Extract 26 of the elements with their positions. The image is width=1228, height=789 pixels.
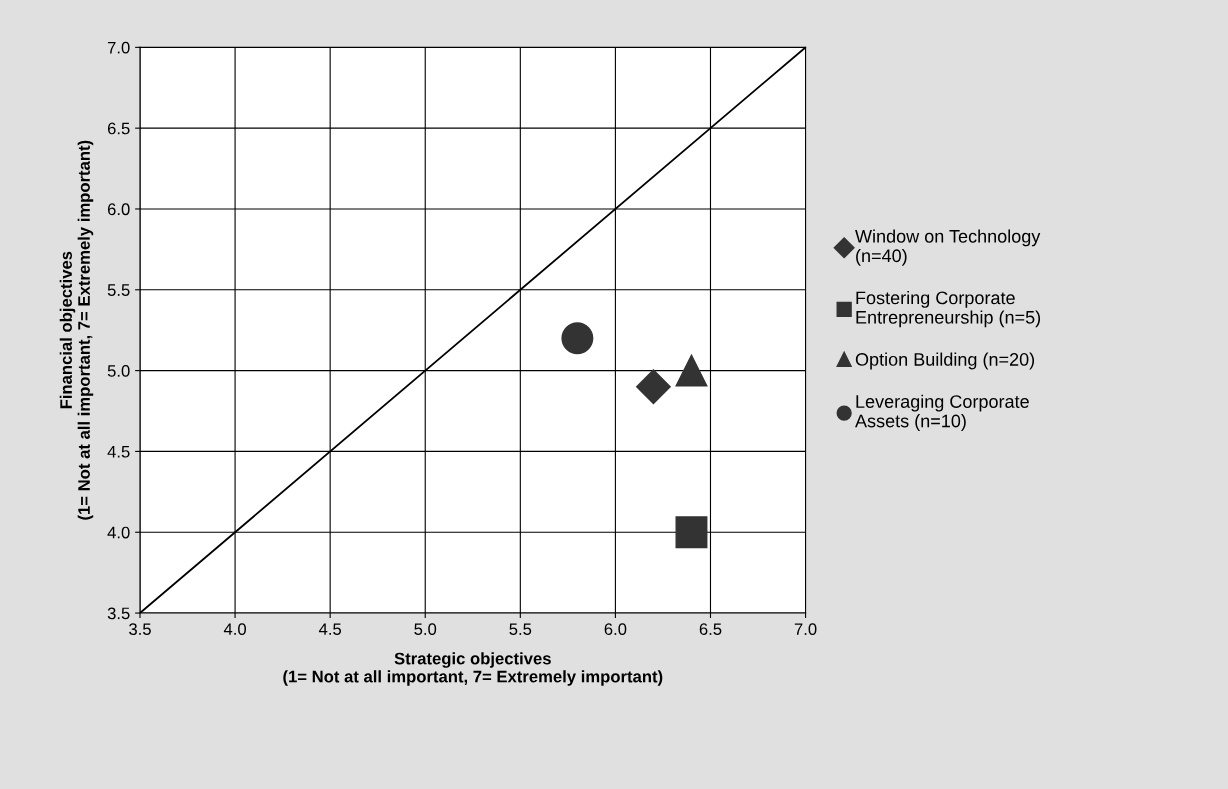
x-tick-label: 4.5 [318, 623, 342, 636]
y-tick-label: 6.5 [107, 122, 130, 135]
point [636, 369, 671, 405]
x-tick-label: 7.0 [794, 623, 817, 636]
y-tick-label: 5.5 [107, 284, 130, 296]
x-tick-label: 5.5 [509, 623, 532, 636]
point [675, 516, 708, 549]
y-tick-label: 4.5 [107, 445, 130, 458]
y-tick-label: 5.0 [107, 365, 130, 377]
x-tick-label: 6.0 [604, 623, 627, 636]
x-tick-label: 3.5 [129, 623, 151, 636]
legend-label: Window on Technology (n=40) [855, 229, 1041, 266]
point [675, 354, 708, 387]
y-tick-label: 7.0 [107, 41, 130, 54]
legend-label: Fostering Corporate Entrepreneurship (n=5) [856, 291, 1041, 328]
legend-label: Option Building (n=20) [855, 352, 1035, 370]
x-axis-title: Strategic objectives (1= Not at all important, 7= Extremely important) [283, 652, 663, 686]
point [561, 322, 594, 355]
x-tick-label: 4.0 [223, 623, 247, 636]
y-tick-label: 4.0 [107, 526, 130, 539]
y-tick-label: 6.0 [107, 203, 130, 216]
x-tick-label: 5.0 [414, 623, 437, 636]
y-axis-title: Financial objectives (1= Not at all important, 7= Extremely important) [59, 140, 94, 520]
x-tick-label: 6.5 [699, 623, 722, 636]
legend-label: Leveraging Corporate Assets (n=10) [855, 394, 1029, 431]
y-tick-label: 3.5 [107, 607, 130, 620]
